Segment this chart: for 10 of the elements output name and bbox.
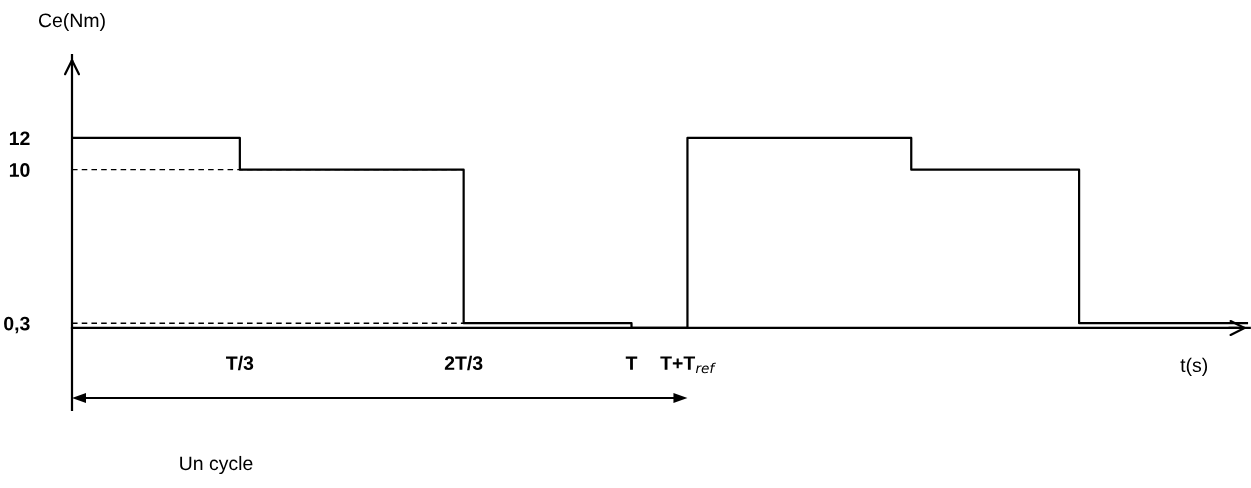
y-tick-label: 0,3 (4, 316, 30, 334)
text: Un cycle (180, 455, 253, 475)
y-tick-label: 10 (9, 163, 30, 177)
x-tick-label: 2T/3 (444, 355, 483, 371)
x-tick-label: T/3 (226, 355, 254, 371)
y-axis-title: Ce(Nm) (38, 12, 105, 32)
x-tick-label: T (625, 356, 638, 370)
y-tick-label: 12 (9, 131, 30, 146)
x-axis-title: t(s) (1180, 357, 1208, 376)
x-tick-label: T+T$_{ref}$ (660, 356, 716, 374)
